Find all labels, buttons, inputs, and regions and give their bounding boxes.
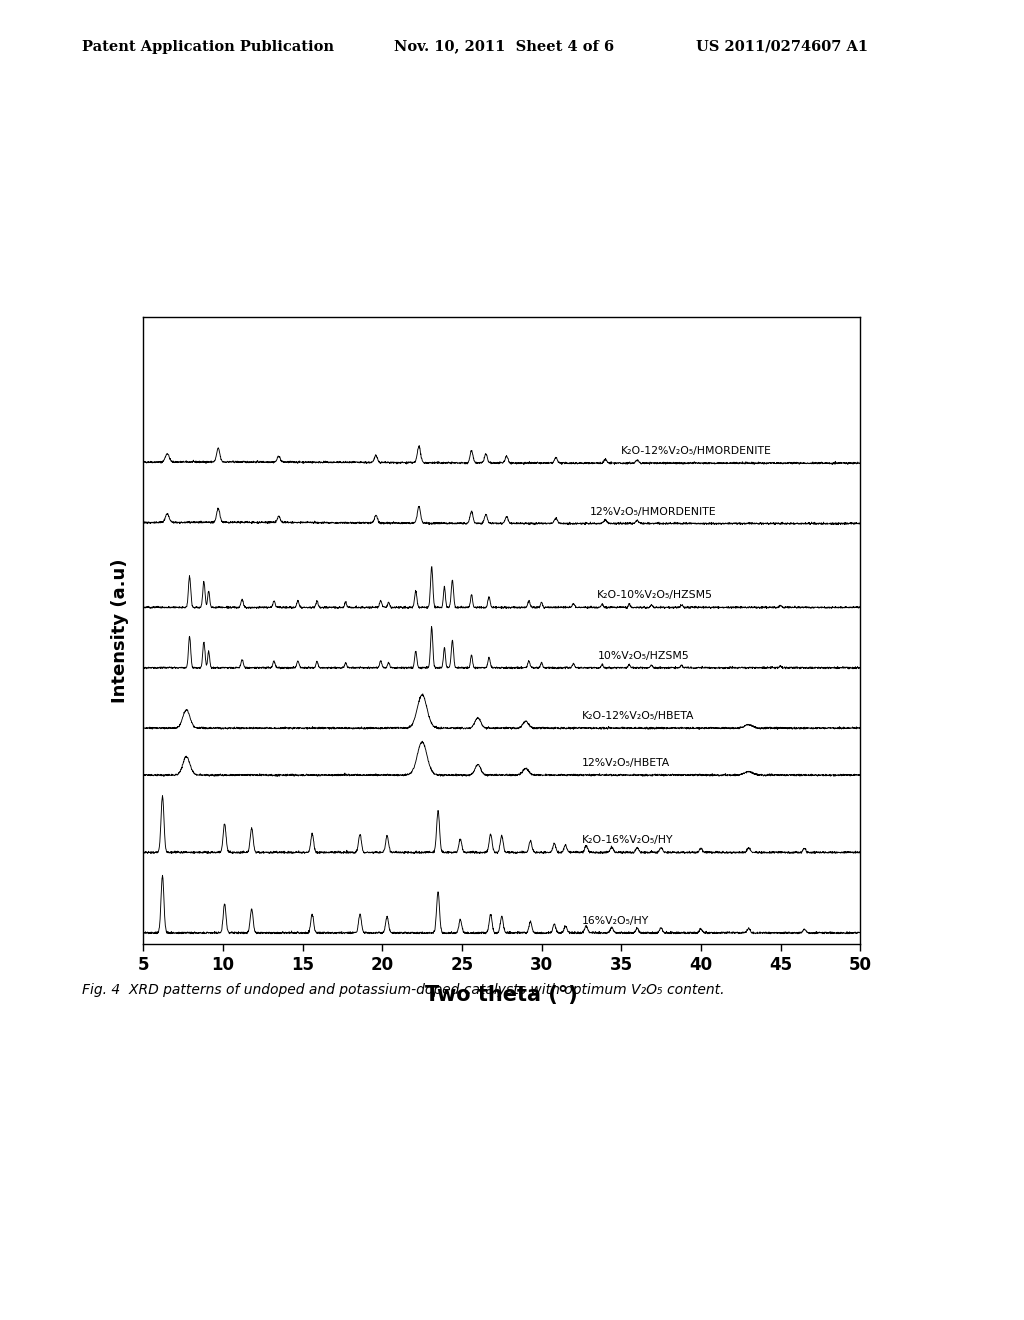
Text: US 2011/0274607 A1: US 2011/0274607 A1	[696, 40, 868, 54]
Text: K₂O-10%V₂O₅/HZSM5: K₂O-10%V₂O₅/HZSM5	[597, 590, 714, 601]
Text: K₂O-12%V₂O₅/HBETA: K₂O-12%V₂O₅/HBETA	[582, 711, 694, 721]
Text: 16%V₂O₅/HY: 16%V₂O₅/HY	[582, 916, 648, 925]
Y-axis label: Intensity (a.u): Intensity (a.u)	[112, 558, 129, 702]
Text: Fig. 4  XRD patterns of undoped and potassium-doped catalysts with optimum V₂O₅ : Fig. 4 XRD patterns of undoped and potas…	[82, 983, 724, 998]
Text: Nov. 10, 2011  Sheet 4 of 6: Nov. 10, 2011 Sheet 4 of 6	[394, 40, 614, 54]
Text: K₂O-12%V₂O₅/HMORDENITE: K₂O-12%V₂O₅/HMORDENITE	[622, 446, 772, 457]
Text: 12%V₂O₅/HMORDENITE: 12%V₂O₅/HMORDENITE	[590, 507, 716, 516]
X-axis label: Two theta (°): Two theta (°)	[425, 985, 579, 1005]
Text: 10%V₂O₅/HZSM5: 10%V₂O₅/HZSM5	[597, 651, 689, 661]
Text: Patent Application Publication: Patent Application Publication	[82, 40, 334, 54]
Text: 12%V₂O₅/HBETA: 12%V₂O₅/HBETA	[582, 758, 670, 768]
Text: K₂O-16%V₂O₅/HY: K₂O-16%V₂O₅/HY	[582, 836, 673, 845]
